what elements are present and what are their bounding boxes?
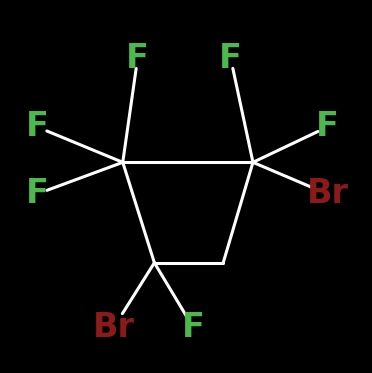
- Text: F: F: [26, 178, 49, 210]
- Text: Br: Br: [307, 178, 348, 210]
- Text: F: F: [316, 110, 339, 144]
- Text: F: F: [219, 42, 242, 75]
- Text: F: F: [126, 42, 149, 75]
- Text: F: F: [26, 110, 49, 144]
- Text: F: F: [182, 311, 205, 344]
- Text: Br: Br: [93, 311, 134, 344]
